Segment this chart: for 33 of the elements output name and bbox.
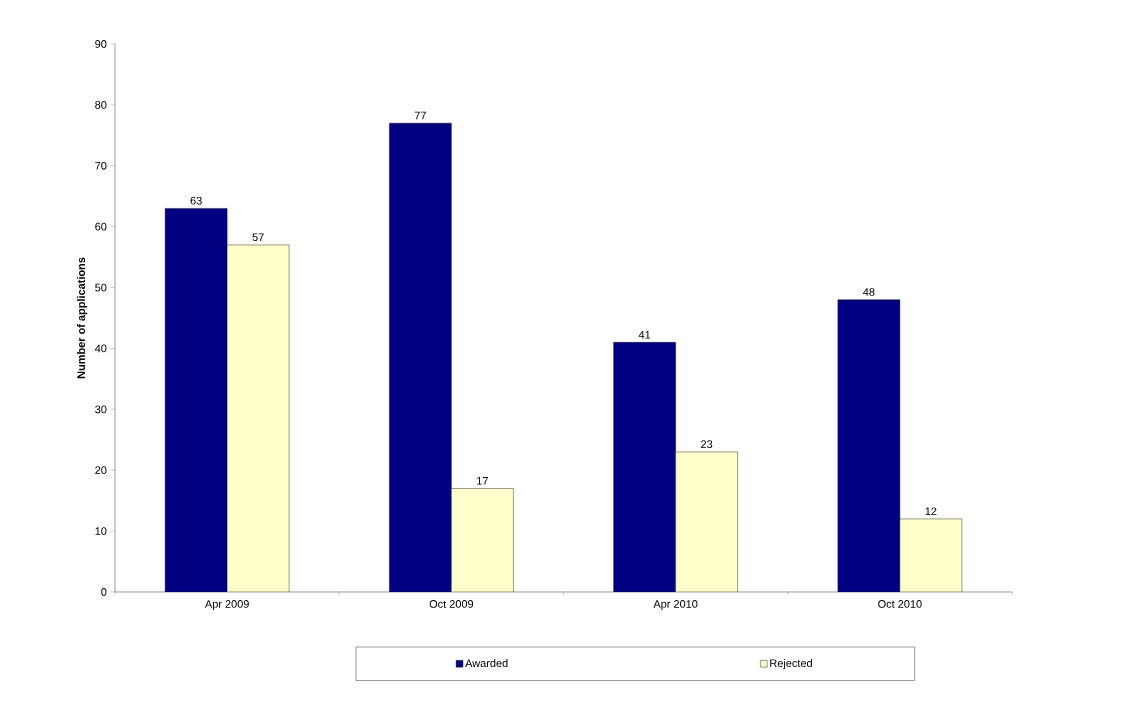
data-label: 57 xyxy=(252,233,264,242)
y-tick-label: 30 xyxy=(95,405,107,414)
bar xyxy=(899,518,963,592)
y-tick-label: 20 xyxy=(95,466,107,475)
bar xyxy=(837,299,901,592)
bar xyxy=(451,488,514,592)
y-tick-label: 70 xyxy=(95,161,107,170)
bar xyxy=(613,342,676,592)
bar xyxy=(165,208,228,592)
y-tick-label: 10 xyxy=(95,527,107,535)
x-tick-label: Oct 2010 xyxy=(878,600,922,608)
data-label: 17 xyxy=(477,477,488,485)
data-label: 23 xyxy=(701,440,713,449)
y-axis-title: Number of applications xyxy=(77,257,88,379)
bar xyxy=(389,123,452,592)
legend-label: Rejected xyxy=(770,658,812,670)
data-label: 63 xyxy=(190,196,202,205)
data-label: 48 xyxy=(863,288,875,296)
x-tick-label: Apr 2010 xyxy=(653,600,698,611)
bar xyxy=(675,451,738,592)
data-label: 41 xyxy=(638,330,651,339)
y-tick-label: 50 xyxy=(95,283,107,292)
data-label: 77 xyxy=(414,111,426,120)
x-tick-label: Oct 2009 xyxy=(429,600,474,608)
y-tick-label: 80 xyxy=(95,101,107,109)
y-tick-label: 60 xyxy=(95,222,107,231)
bar xyxy=(227,244,290,592)
x-tick-label: Apr 2009 xyxy=(204,600,249,611)
y-tick-label: 40 xyxy=(94,344,107,353)
y-tick-label: 90 xyxy=(95,40,107,48)
data-label: 12 xyxy=(925,507,937,516)
y-tick-label: 0 xyxy=(101,588,107,596)
legend-label: Awarded xyxy=(465,658,508,668)
